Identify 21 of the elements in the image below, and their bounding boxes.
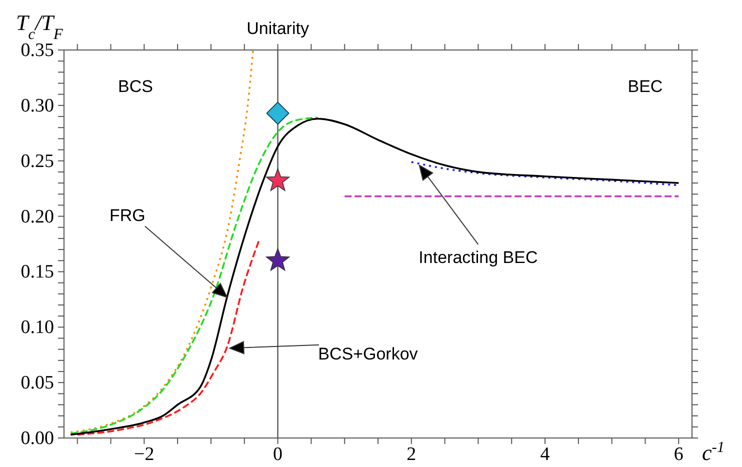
annotation: Interacting BEC xyxy=(418,248,538,267)
annotation: BEC xyxy=(628,77,663,96)
x-tick-label: 6 xyxy=(674,444,684,465)
annotation: BCS xyxy=(118,77,153,96)
y-tick-label: 0.00 xyxy=(20,428,54,449)
x-tick-label: −2 xyxy=(134,444,154,465)
y-tick-label: 0.10 xyxy=(20,317,54,338)
x-tick-label: 4 xyxy=(540,444,550,465)
y-tick-label: 0.30 xyxy=(20,95,54,116)
y-tick-label: 0.20 xyxy=(20,206,54,228)
y-axis-title: T$_{c}$/T$_{F}$ xyxy=(16,10,64,42)
annotation: BCS+Gorkov xyxy=(318,344,418,364)
x-tick-label: 2 xyxy=(406,444,416,465)
y-tick-label: 0.15 xyxy=(20,262,54,283)
x-tick-label: 0 xyxy=(273,444,283,465)
y-tick-label: 0.05 xyxy=(20,372,54,394)
ref-line-label: Unitarity xyxy=(246,19,310,38)
annotation: FRG xyxy=(110,206,146,225)
y-tick-label: 0.25 xyxy=(20,150,54,172)
x-axis-title: c$^{-1}$ xyxy=(702,438,725,465)
y-tick-label: 0.35 xyxy=(20,40,54,61)
